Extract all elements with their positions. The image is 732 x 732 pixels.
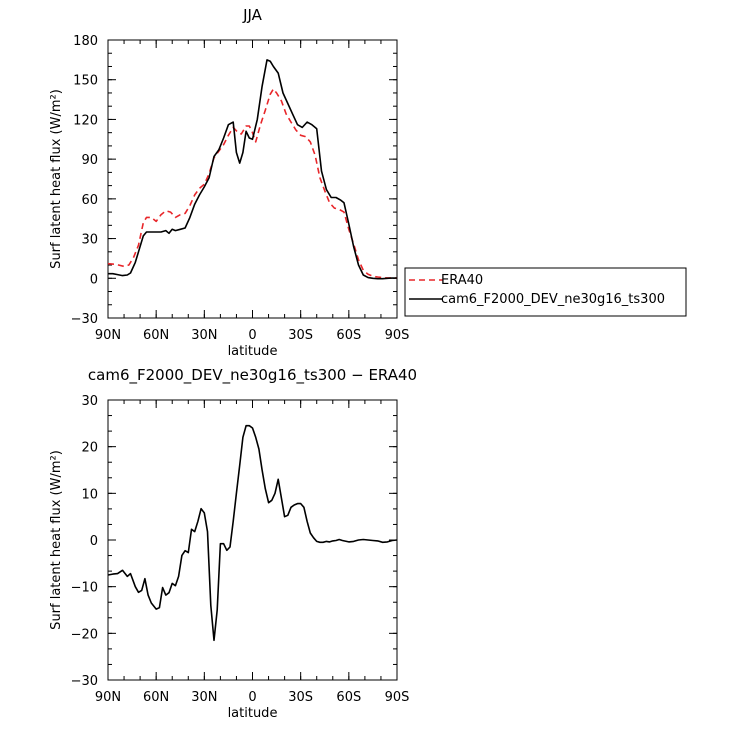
y-tick-label: 60 [81,193,98,208]
x-tick-label: 30N [191,328,217,343]
y-tick-label: −10 [71,581,98,596]
x-axis-label: latitude [228,344,278,359]
y-tick-label: −30 [71,674,98,689]
y-tick-label: 10 [81,487,98,502]
plot-frame [107,399,398,681]
y-tick-label: −30 [71,312,98,327]
y-tick-label: 30 [81,233,98,248]
x-tick-label: 90N [95,328,121,343]
series-line-cam6-f2000-dev-ne30g16-ts300 [108,59,397,280]
x-tick-label: 60N [143,690,169,705]
y-axis-label: Surf latent heat flux (W/m²) [49,89,64,269]
x-axis-label: latitude [228,706,278,721]
y-axis-label: Surf latent heat flux (W/m²) [49,450,64,630]
x-tick-label: 90S [385,690,410,705]
chart-title: cam6_F2000_DEV_ne30g16_ts300 − ERA40 [88,366,417,385]
legend-entry-label: ERA40 [441,273,483,288]
y-tick-label: 90 [81,153,98,168]
series-line-era40 [107,88,397,279]
y-tick-label: 120 [73,113,98,128]
x-tick-label: 60S [336,328,361,343]
y-tick-label: 30 [81,394,98,409]
bottom-panel: −30 −20 −10 0 10 20 30 90N 60N 30N 0 30S 60S 90S cam6_… [49,366,417,721]
series-line-difference [107,424,398,642]
y-tick-label: 0 [90,272,98,287]
x-tick-label: 0 [248,690,256,705]
x-tick-label: 90N [95,690,121,705]
x-tick-label: 30N [191,690,217,705]
legend-entry-label: cam6_F2000_DEV_ne30g16_ts300 [441,292,665,307]
x-tick-label: 90S [385,328,410,343]
x-tick-label: 0 [248,328,256,343]
y-tick-label: 0 [90,534,98,549]
y-tick-label: 150 [73,74,98,89]
legend-box [404,267,687,317]
legend: ERA40 cam6_F2000_DEV_ne30g16_ts300 [404,267,687,317]
plot-frame [107,39,398,319]
chart-title: JJA [242,6,263,24]
x-tick-label: 60N [143,328,169,343]
y-tick-label: 20 [81,441,98,456]
y-tick-label: −20 [71,627,98,642]
y-tick-label: 180 [73,34,98,49]
x-tick-label: 60S [336,690,361,705]
x-tick-label: 30S [288,690,313,705]
top-panel: −30 0 30 60 90 120 150 180 90N 60N 30N 0 30S 60S 90S JJ… [49,6,409,359]
x-tick-label: 30S [288,328,313,343]
